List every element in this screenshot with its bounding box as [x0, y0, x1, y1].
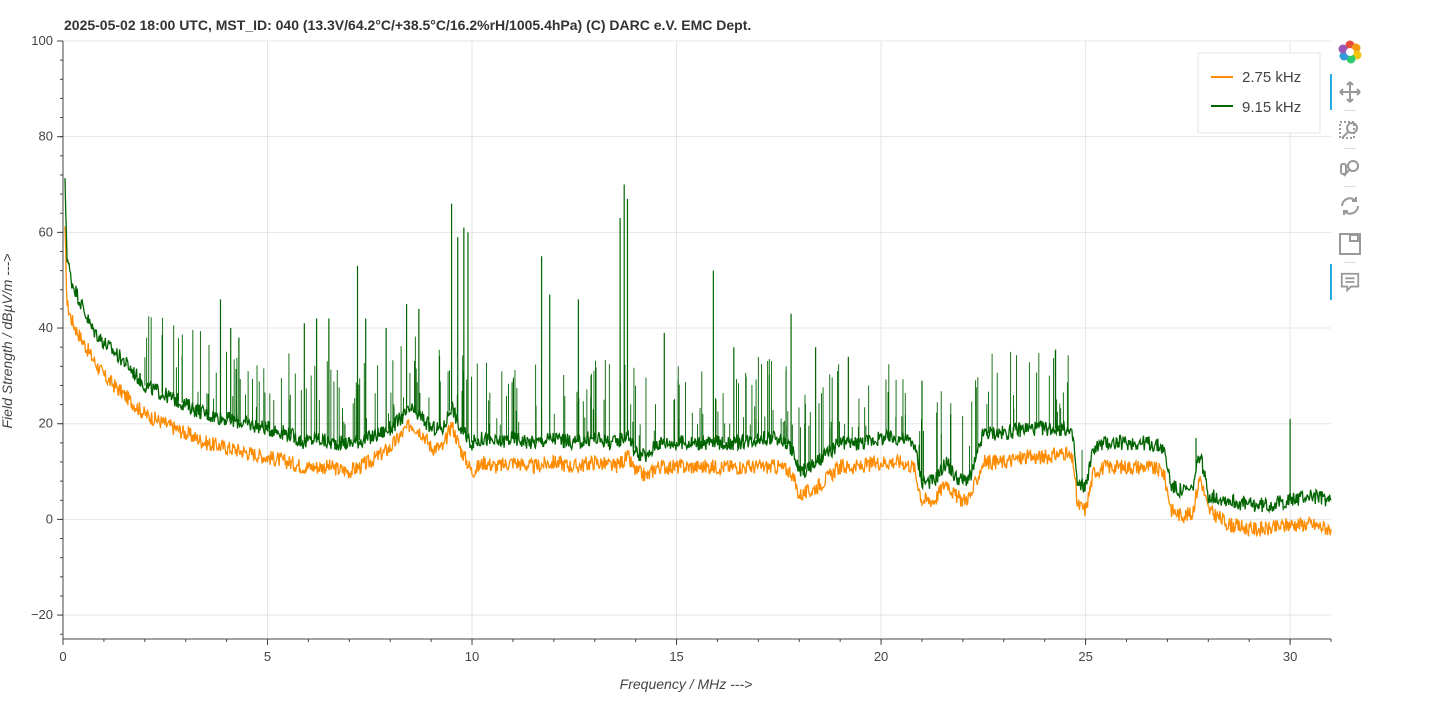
- series-line-2-75-khz: [64, 226, 1332, 538]
- y-tick-labels: −20 0 20 40 60 80 100: [31, 33, 53, 622]
- legend-box: [1197, 52, 1321, 134]
- chart-toolbar: [1330, 36, 1370, 306]
- x-tick-label: 10: [465, 649, 479, 664]
- axes: [57, 40, 1332, 645]
- series-layer: [64, 178, 1332, 538]
- x-axis-label: Frequency / MHz --->: [620, 676, 753, 692]
- x-tick-label: 20: [874, 649, 888, 664]
- x-tick-labels: 0 5 10 15 20 25 30: [59, 649, 1297, 664]
- legend-label-9-15-khz: 9.15 kHz: [1242, 99, 1301, 116]
- toolbar-separator: [1344, 148, 1356, 149]
- x-tick-label: 15: [669, 649, 683, 664]
- legend-label-2-75-khz: 2.75 kHz: [1242, 69, 1301, 86]
- y-tick-label: −20: [31, 607, 53, 622]
- spikes-layer: [144, 184, 1291, 501]
- reset-icon[interactable]: [1336, 192, 1364, 220]
- y-axis-label: Field Strength / dBµV/m --->: [0, 254, 15, 429]
- x-tick-label: 0: [59, 649, 66, 664]
- bokeh-logo-icon[interactable]: [1336, 38, 1364, 66]
- hover-icon[interactable]: [1330, 264, 1364, 300]
- y-tick-label: 60: [39, 224, 53, 239]
- wheel-zoom-icon[interactable]: [1336, 154, 1364, 182]
- pan-icon[interactable]: [1330, 74, 1364, 110]
- toolbar-separator: [1344, 186, 1356, 187]
- y-tick-label: 0: [46, 511, 53, 526]
- y-tick-label: 100: [31, 33, 53, 48]
- legend: 2.75 kHz 9.15 kHz: [1197, 52, 1321, 134]
- series-line-9-15-khz: [64, 178, 1332, 514]
- y-tick-label: 80: [39, 129, 53, 144]
- toolbar-separator: [1344, 110, 1356, 111]
- y-tick-label: 40: [39, 320, 53, 335]
- chart-title: 2025-05-02 18:00 UTC, MST_ID: 040 (13.3V…: [64, 17, 751, 33]
- x-tick-label: 30: [1283, 649, 1297, 664]
- x-tick-label: 25: [1078, 649, 1092, 664]
- save-icon[interactable]: [1336, 230, 1364, 258]
- toolbar-separator: [1344, 262, 1356, 263]
- grid: [62, 40, 1331, 639]
- x-tick-label: 5: [264, 649, 271, 664]
- box-zoom-icon[interactable]: [1336, 116, 1364, 144]
- y-tick-label: 20: [39, 416, 53, 431]
